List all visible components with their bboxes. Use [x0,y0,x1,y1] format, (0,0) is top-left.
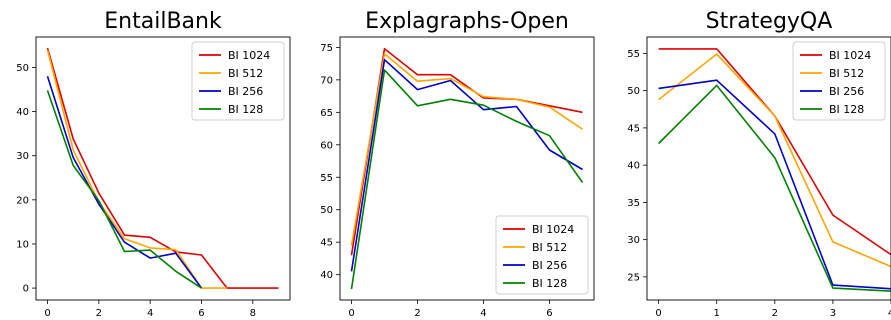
y-tick-label: 30 [627,235,640,246]
y-tick-label: 55 [320,173,333,184]
y-tick-label: 40 [627,161,640,172]
legend-label: BI 128 [228,103,263,116]
y-tick-label: 70 [320,75,333,86]
legend: BI 1024 BI 512 BI 256 BI 128 [792,41,886,121]
chart-title: EntailBank [104,9,222,34]
x-tick-label: 0 [348,308,354,319]
legend-label: BI 1024 [829,49,871,62]
y-tick-label: 0 [23,284,29,295]
series-line-bi-512 [658,53,891,268]
x-tick-label: 0 [655,308,661,319]
y-tick-label: 40 [320,270,333,281]
series-group [350,47,584,290]
series-group [46,47,279,289]
series-line-bi-256 [350,58,583,272]
x-tick-label: 3 [830,308,836,319]
plot-frame [646,36,891,301]
x-tick-label: 4 [888,308,891,319]
y-tick-label: 10 [16,239,29,250]
y-tick-label: 45 [320,238,333,249]
y-tick-label: 65 [320,108,333,119]
legend-label: BI 512 [532,241,567,254]
legend-label: BI 128 [532,277,567,290]
plot-frame [339,36,595,301]
x-tick-label: 8 [250,308,256,319]
legend-label: BI 128 [829,103,864,116]
chart-title: Explagraphs-Open [365,9,569,34]
series-line-bi-128 [350,69,584,290]
x-tick-label: 1 [714,308,720,319]
y-tick-label: 50 [16,63,29,74]
legend-box [495,215,589,295]
y-tick-label: 50 [627,86,640,97]
legend-label: BI 1024 [532,223,574,236]
series-line-bi-256 [46,76,203,289]
y-tick-label: 45 [627,123,640,134]
series-line-bi-128 [46,90,202,289]
y-tick-label: 60 [320,140,333,151]
y-tick-label: 30 [16,151,29,162]
series-line-bi-1024 [46,47,279,289]
x-tick-label: 2 [96,308,102,319]
legend-label: BI 1024 [228,49,270,62]
y-tick-label: 35 [627,198,640,209]
series-line-bi-128 [658,84,891,292]
y-tick-label: 20 [16,195,29,206]
series-line-bi-1024 [350,47,583,256]
chart-title: StrategyQA [706,9,833,34]
plot-frame [35,36,291,301]
x-tick-label: 2 [772,308,778,319]
chart-panel-2: Explagraphs-Open 0 2 4 6 40 45 50 55 60 65 70 75 BI 1… [320,9,595,319]
y-tick-label: 40 [16,107,29,118]
legend-box [191,41,285,121]
legend-label: BI 512 [829,67,864,80]
series-line-bi-256 [658,79,891,290]
series-line-bi-512 [350,53,583,246]
x-tick-label: 2 [414,308,420,319]
y-tick-label: 25 [627,272,640,283]
legend: BI 1024 BI 512 BI 256 BI 128 [191,41,285,121]
series-group [658,48,891,292]
legend-label: BI 256 [829,85,864,98]
y-tick-label: 55 [627,49,640,60]
chart-panel-3: StrategyQA 0 1 2 3 4 25 30 35 40 45 50 55 BI 1024 BI 5… [627,9,891,319]
x-tick-label: 4 [147,308,153,319]
legend-box [792,41,886,121]
y-tick-label: 50 [320,205,333,216]
y-tick-label: 75 [320,43,333,54]
x-tick-label: 6 [198,308,204,319]
legend-label: BI 256 [228,85,263,98]
legend: BI 1024 BI 512 BI 256 BI 128 [495,215,589,295]
x-tick-label: 4 [480,308,486,319]
legend-label: BI 512 [228,67,263,80]
legend-label: BI 256 [532,259,567,272]
x-tick-label: 0 [44,308,50,319]
x-tick-label: 6 [546,308,552,319]
